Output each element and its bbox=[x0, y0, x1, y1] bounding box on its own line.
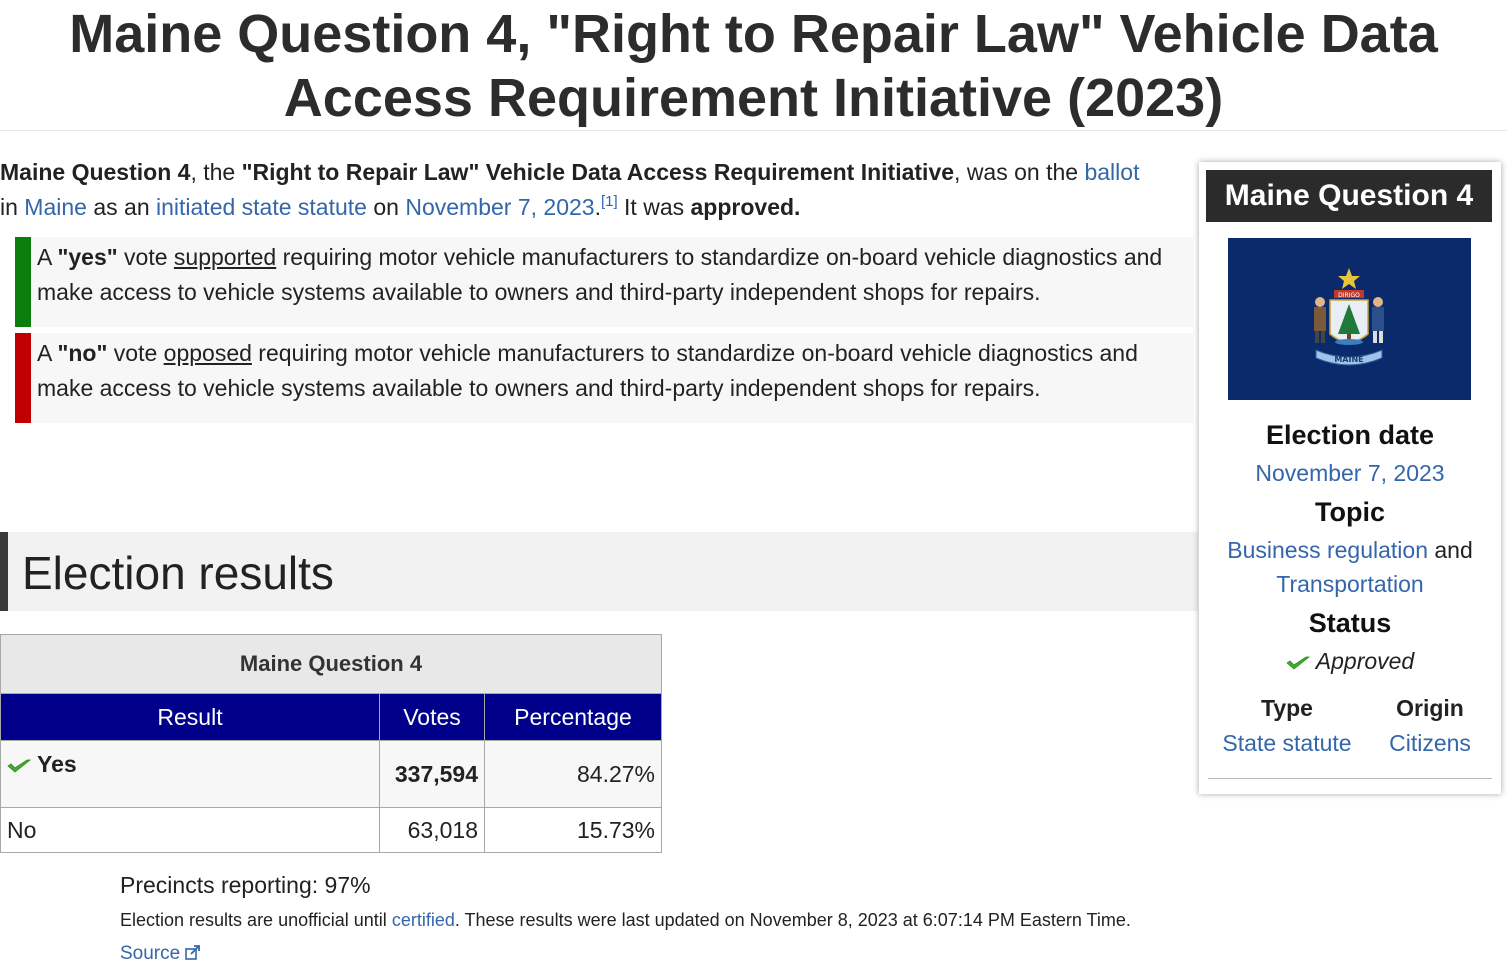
intro-text: , was on the bbox=[954, 159, 1085, 185]
intro-text: . bbox=[594, 194, 601, 220]
certified-link[interactable]: certified bbox=[391, 910, 455, 930]
status-value: Approved bbox=[1199, 648, 1501, 675]
column-header-votes: Votes bbox=[379, 693, 485, 741]
election-date-label: Election date bbox=[1265, 420, 1435, 450]
results-table: Maine Question 4 Result Votes Percentage… bbox=[0, 634, 662, 853]
no-vote-text: A "no" vote opposed requiring motor vehi… bbox=[37, 336, 1183, 406]
flag-banner-text: DIRIGO bbox=[1338, 292, 1360, 299]
intro-text: , the bbox=[190, 159, 242, 185]
intro-text: It was bbox=[617, 194, 691, 220]
ballot-link[interactable]: ballot bbox=[1084, 159, 1140, 185]
percentage-cell: 84.27% bbox=[484, 740, 662, 808]
type-label: Type bbox=[1261, 695, 1313, 721]
page-title: Maine Question 4, "Right to Repair Law" … bbox=[0, 0, 1507, 131]
green-checkmark-icon bbox=[7, 759, 31, 773]
column-header-percentage: Percentage bbox=[484, 693, 662, 741]
maine-link[interactable]: Maine bbox=[24, 194, 87, 220]
external-link-icon bbox=[185, 945, 201, 960]
no-color-bar bbox=[15, 333, 31, 423]
note-text: . These results were last updated on Nov… bbox=[454, 910, 1131, 930]
approved-text: approved. bbox=[690, 194, 801, 220]
no-label: "no" bbox=[57, 340, 108, 366]
page-title-line2: Access Requirement Initiative (2023) bbox=[283, 68, 1224, 128]
yes-vote-explanation: A "yes" vote supported requiring motor v… bbox=[15, 237, 1193, 327]
supported-term[interactable]: supported bbox=[173, 244, 277, 270]
section-heading: Election results bbox=[22, 547, 334, 599]
topic-label: Topic bbox=[1315, 497, 1385, 527]
citizens-link[interactable]: Citizens bbox=[1389, 730, 1471, 756]
votes-cell: 63,018 bbox=[379, 807, 485, 853]
election-date-link[interactable]: November 7, 2023 bbox=[405, 194, 595, 220]
results-note: Election results are unofficial until ce… bbox=[120, 910, 1131, 931]
vote-text: requiring motor vehicle manufacturers to… bbox=[37, 340, 1138, 401]
intro-text: as an bbox=[86, 194, 156, 220]
result-cell-yes: Yes bbox=[0, 740, 380, 808]
percentage-cell: 15.73% bbox=[484, 807, 662, 853]
origin-label: Origin bbox=[1396, 695, 1464, 721]
source-link[interactable]: Source bbox=[120, 943, 181, 964]
precincts-reporting: Precincts reporting: 97% bbox=[120, 872, 371, 898]
intro-measure-name: Maine Question 4 bbox=[0, 159, 191, 185]
source-link-wrap[interactable]: Source bbox=[120, 943, 201, 965]
page-title-line1: Maine Question 4, "Right to Repair Law" … bbox=[69, 4, 1438, 64]
topic-line-1: Business regulation and bbox=[1199, 537, 1501, 564]
status-text: Approved bbox=[1315, 648, 1415, 674]
vote-text: vote bbox=[107, 340, 164, 366]
status-label: Status bbox=[1308, 608, 1392, 638]
table-row: Yes 337,594 84.27% bbox=[0, 740, 662, 808]
yes-label: "yes" bbox=[57, 244, 118, 270]
state-statute-link[interactable]: State statute bbox=[1222, 730, 1352, 756]
infobox-election-date-link[interactable]: November 7, 2023 bbox=[1255, 460, 1445, 486]
vote-text: requiring motor vehicle manufacturers to… bbox=[37, 244, 1163, 305]
intro-paragraph: Maine Question 4, the "Right to Repair L… bbox=[0, 155, 1195, 225]
flag-scroll-text: MAINE bbox=[1334, 355, 1363, 364]
result-label: Yes bbox=[37, 751, 77, 777]
column-header-result: Result bbox=[0, 693, 380, 741]
intro-text: in bbox=[0, 194, 25, 220]
election-results-section: Election results bbox=[0, 532, 1198, 611]
transportation-link[interactable]: Transportation bbox=[1276, 571, 1424, 597]
vote-text: vote bbox=[117, 244, 174, 270]
table-caption: Maine Question 4 bbox=[0, 634, 662, 694]
infobox-divider bbox=[1208, 778, 1492, 779]
infobox-title: Maine Question 4 bbox=[1206, 170, 1492, 222]
table-row: No 63,018 15.73% bbox=[0, 807, 662, 853]
initiated-state-statute-link[interactable]: initiated state statute bbox=[156, 194, 367, 220]
intro-initiative-name: "Right to Repair Law" Vehicle Data Acces… bbox=[241, 159, 955, 185]
table-header-row: Result Votes Percentage bbox=[0, 693, 662, 741]
result-cell-no: No bbox=[0, 807, 380, 853]
votes-cell: 337,594 bbox=[379, 740, 485, 808]
table-caption-row: Maine Question 4 bbox=[0, 634, 662, 694]
business-regulation-link[interactable]: Business regulation bbox=[1227, 537, 1428, 563]
intro-text: on bbox=[366, 194, 406, 220]
yes-vote-text: A "yes" vote supported requiring motor v… bbox=[37, 240, 1183, 310]
yes-color-bar bbox=[15, 237, 31, 327]
reference-link[interactable]: [1] bbox=[600, 193, 618, 210]
green-checkmark-icon bbox=[1286, 656, 1310, 670]
vote-text: A bbox=[37, 340, 58, 366]
infobox: Maine Question 4 DIRIGO MAINE Election d… bbox=[1199, 162, 1501, 794]
opposed-term[interactable]: opposed bbox=[163, 340, 252, 366]
maine-flag-image: DIRIGO MAINE bbox=[1228, 238, 1471, 400]
vote-text: A bbox=[37, 244, 58, 270]
note-text: Election results are unofficial until bbox=[120, 910, 392, 930]
topic-and-text: and bbox=[1427, 537, 1473, 563]
no-vote-explanation: A "no" vote opposed requiring motor vehi… bbox=[15, 333, 1193, 423]
